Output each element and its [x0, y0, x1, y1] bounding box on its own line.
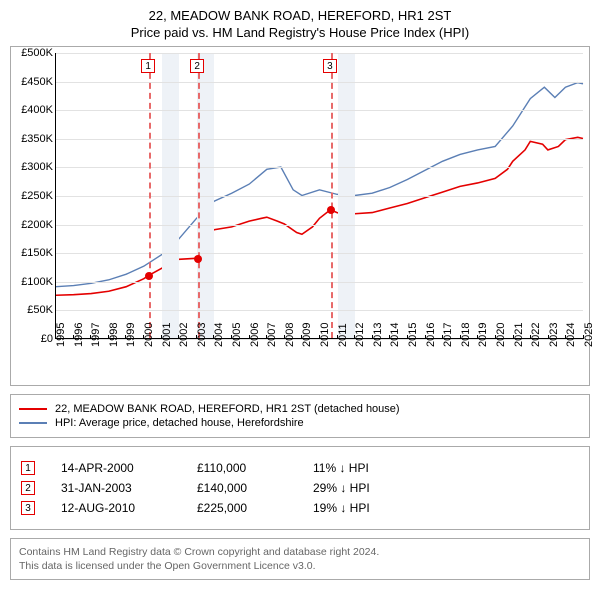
series-subject	[56, 137, 583, 295]
title-address: 22, MEADOW BANK ROAD, HEREFORD, HR1 2ST	[10, 8, 590, 23]
y-axis-label: £350K	[13, 133, 53, 145]
series-hpi	[56, 83, 583, 287]
transaction-delta: 29% ↓ HPI	[313, 481, 413, 495]
event-line	[198, 53, 200, 338]
plot-area	[55, 53, 583, 339]
transaction-delta: 19% ↓ HPI	[313, 501, 413, 515]
legend-swatch	[19, 408, 47, 410]
gridline	[56, 282, 583, 283]
transaction-date: 14-APR-2000	[61, 461, 171, 475]
event-marker: 3	[323, 59, 337, 73]
transaction-marker: 3	[21, 501, 35, 515]
y-axis-label: £100K	[13, 276, 53, 288]
transaction-price: £140,000	[197, 481, 287, 495]
gridline	[56, 225, 583, 226]
y-axis-label: £200K	[13, 219, 53, 231]
y-axis-label: £400K	[13, 104, 53, 116]
gridline	[56, 167, 583, 168]
transaction-delta: 11% ↓ HPI	[313, 461, 413, 475]
transaction-date: 31-JAN-2003	[61, 481, 171, 495]
y-axis-label: £300K	[13, 161, 53, 173]
transaction-price: £225,000	[197, 501, 287, 515]
event-line	[331, 53, 333, 338]
legend-label: 22, MEADOW BANK ROAD, HEREFORD, HR1 2ST …	[55, 403, 400, 415]
gridline	[56, 253, 583, 254]
transaction-marker: 1	[21, 461, 35, 475]
gridline	[56, 53, 583, 54]
footer-line2: This data is licensed under the Open Gov…	[19, 559, 581, 573]
page-container: 22, MEADOW BANK ROAD, HEREFORD, HR1 2ST …	[0, 0, 600, 588]
sale-point	[145, 272, 153, 280]
title-subtitle: Price paid vs. HM Land Registry's House …	[10, 25, 590, 40]
y-axis-label: £0	[13, 333, 53, 345]
x-axis-label: 2025	[583, 323, 600, 347]
y-axis-label: £450K	[13, 76, 53, 88]
transactions-box: 1 14-APR-2000 £110,000 11% ↓ HPI 2 31-JAN-200…	[10, 446, 590, 530]
transaction-price: £110,000	[197, 461, 287, 475]
gridline	[56, 196, 583, 197]
gridline	[56, 310, 583, 311]
y-axis-label: £500K	[13, 47, 53, 59]
legend-label: HPI: Average price, detached house, Here…	[55, 417, 304, 429]
transaction-row: 3 12-AUG-2010 £225,000 19% ↓ HPI	[21, 501, 579, 515]
event-marker: 2	[190, 59, 204, 73]
transaction-marker: 2	[21, 481, 35, 495]
chart-area: £0 £50K £100K £150K £200K £250K £300K £350K £400…	[10, 46, 590, 386]
transaction-date: 12-AUG-2010	[61, 501, 171, 515]
legend-row: 22, MEADOW BANK ROAD, HEREFORD, HR1 2ST …	[19, 403, 581, 415]
sale-point	[327, 206, 335, 214]
y-axis-label: £50K	[13, 304, 53, 316]
y-axis-label: £250K	[13, 190, 53, 202]
legend-row: HPI: Average price, detached house, Here…	[19, 417, 581, 429]
footer-box: Contains HM Land Registry data © Crown c…	[10, 538, 590, 580]
gridline	[56, 139, 583, 140]
y-axis-label: £150K	[13, 247, 53, 259]
event-marker: 1	[141, 59, 155, 73]
legend-box: 22, MEADOW BANK ROAD, HEREFORD, HR1 2ST …	[10, 394, 590, 438]
title-block: 22, MEADOW BANK ROAD, HEREFORD, HR1 2ST …	[10, 8, 590, 40]
gridline	[56, 82, 583, 83]
footer-line1: Contains HM Land Registry data © Crown c…	[19, 545, 581, 559]
event-line	[149, 53, 151, 338]
transaction-row: 2 31-JAN-2003 £140,000 29% ↓ HPI	[21, 481, 579, 495]
sale-point	[194, 255, 202, 263]
transaction-row: 1 14-APR-2000 £110,000 11% ↓ HPI	[21, 461, 579, 475]
gridline	[56, 110, 583, 111]
legend-swatch	[19, 422, 47, 424]
